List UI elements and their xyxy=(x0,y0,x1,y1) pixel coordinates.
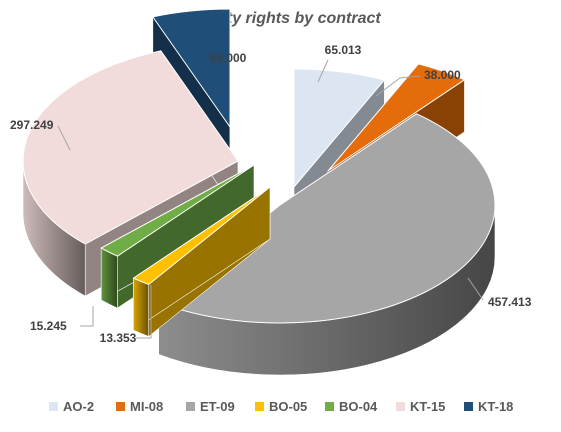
legend-swatch-bo-05 xyxy=(255,402,264,411)
leader-line-et-09 xyxy=(467,277,484,301)
legend-label-bo-04: BO-04 xyxy=(339,399,378,414)
leader-line-bo-04 xyxy=(80,306,94,327)
legend-swatch-et-09 xyxy=(186,402,195,411)
legend-swatch-bo-04 xyxy=(325,402,334,411)
data-label-kt-18: 55.000 xyxy=(210,51,247,65)
leader-line-mi-08 xyxy=(375,75,421,97)
leader-line-ao-2 xyxy=(317,59,329,83)
legend-swatch-ao-2 xyxy=(49,402,58,411)
leader-line-bo-05 xyxy=(136,285,152,339)
pie-slices xyxy=(22,8,496,376)
legend-item-bo-04: BO-04 xyxy=(325,399,378,414)
legend-item-kt-18: KT-18 xyxy=(464,399,513,414)
legend-swatch-kt-18 xyxy=(464,402,473,411)
data-label-et-09: 457.413 xyxy=(488,295,532,309)
legend-label-mi-08: MI-08 xyxy=(130,399,163,414)
legend-label-kt-18: KT-18 xyxy=(478,399,513,414)
leader-line-kt-15 xyxy=(57,125,71,151)
data-label-mi-08: 38.000 xyxy=(424,68,461,82)
legend-item-kt-15: KT-15 xyxy=(396,399,445,414)
legend-item-bo-05: BO-05 xyxy=(255,399,307,414)
pie-slice-bo-04 xyxy=(100,164,255,309)
legend-swatch-kt-15 xyxy=(396,402,405,411)
legend-item-et-09: ET-09 xyxy=(186,399,235,414)
data-label-bo-05: 13.353 xyxy=(100,331,137,345)
data-label-ao-2: 65.013 xyxy=(325,43,362,57)
legend-label-ao-2: AO-2 xyxy=(63,399,94,414)
legend-label-bo-05: BO-05 xyxy=(269,399,307,414)
legend-label-kt-15: KT-15 xyxy=(410,399,445,414)
legend-item-ao-2: AO-2 xyxy=(49,399,94,414)
data-labels: 65.013 38.000 457.413 13.353 15.245 297.249 55… xyxy=(10,43,532,345)
data-label-kt-15: 297.249 xyxy=(10,118,54,132)
legend: AO-2 MI-08 ET-09 BO-05 BO-04 KT-15 KT-18 xyxy=(49,399,513,414)
data-label-bo-04: 15.245 xyxy=(30,319,67,333)
legend-item-mi-08: MI-08 xyxy=(116,399,163,414)
pie-slice-bo-05 xyxy=(132,186,271,338)
legend-swatch-mi-08 xyxy=(116,402,125,411)
legend-label-et-09: ET-09 xyxy=(200,399,235,414)
